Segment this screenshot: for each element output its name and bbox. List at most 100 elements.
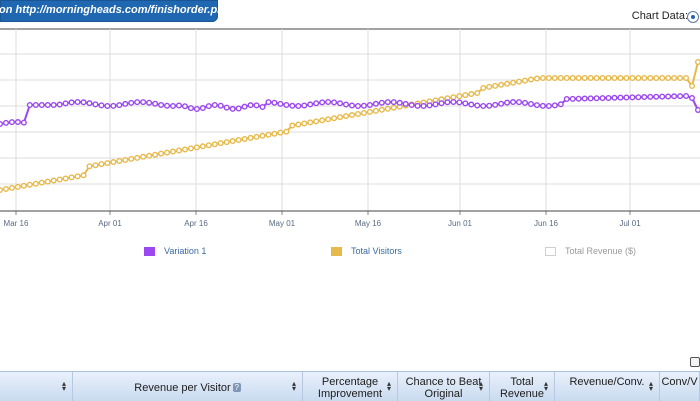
variation-1-point[interactable] [408, 102, 415, 109]
total-visitors-point[interactable] [533, 75, 540, 82]
variation-1-point[interactable] [253, 102, 260, 109]
total-visitors-point[interactable] [158, 150, 165, 157]
total-visitors-point[interactable] [671, 74, 678, 81]
column-header-percentage-improvement[interactable]: Percentage Improvement ▴ ▾ [303, 372, 398, 401]
variation-1-point[interactable] [641, 94, 648, 101]
variation-1-point[interactable] [462, 100, 469, 107]
variation-1-point[interactable] [0, 121, 3, 127]
variation-1-point[interactable] [134, 99, 141, 106]
total-visitors-point[interactable] [557, 74, 564, 81]
total-visitors-point[interactable] [360, 109, 367, 116]
total-visitors-point[interactable] [8, 184, 15, 191]
total-visitors-point[interactable] [527, 76, 534, 83]
total-visitors-point[interactable] [181, 146, 188, 153]
total-visitors-point[interactable] [14, 183, 21, 190]
total-visitors-point[interactable] [295, 121, 302, 128]
variation-1-point[interactable] [211, 102, 218, 109]
variation-1-point[interactable] [62, 100, 69, 107]
variation-1-point[interactable] [623, 94, 630, 101]
variation-1-point[interactable] [343, 101, 350, 108]
variation-1-point[interactable] [474, 102, 481, 109]
total-visitors-point[interactable] [68, 174, 75, 181]
total-visitors-point[interactable] [175, 147, 182, 154]
variation-1-point[interactable] [426, 102, 433, 109]
variation-1-point[interactable] [354, 102, 361, 109]
variation-1-point[interactable] [486, 102, 493, 109]
variation-1-point[interactable] [313, 100, 320, 107]
total-visitors-point[interactable] [0, 187, 3, 193]
variation-1-point[interactable] [110, 102, 117, 109]
variation-1-point[interactable] [516, 99, 523, 106]
total-visitors-point[interactable] [26, 181, 33, 188]
variation-1-point[interactable] [68, 99, 75, 106]
variation-1-point[interactable] [695, 107, 700, 113]
variation-1-point[interactable] [32, 101, 39, 108]
total-visitors-point[interactable] [498, 81, 505, 88]
total-visitors-point[interactable] [20, 182, 27, 189]
sort-icon[interactable]: ▴ ▾ [478, 379, 483, 393]
total-visitors-point[interactable] [134, 154, 141, 161]
column-header-conv-v[interactable]: Conv/V [660, 372, 700, 401]
total-visitors-point[interactable] [271, 130, 278, 137]
variation-1-point[interactable] [659, 93, 666, 100]
legend-item-variation-1[interactable]: Variation 1 [144, 246, 206, 256]
total-visitors-point[interactable] [372, 107, 379, 114]
variation-1-point[interactable] [289, 102, 296, 109]
variation-1-point[interactable] [116, 102, 123, 109]
variation-1-point[interactable] [181, 103, 188, 110]
total-visitors-point[interactable] [539, 74, 546, 81]
variation-1-point[interactable] [438, 100, 445, 107]
total-visitors-point[interactable] [635, 74, 642, 81]
total-visitors-point[interactable] [504, 80, 511, 87]
total-visitors-point[interactable] [283, 128, 290, 135]
variation-1-point[interactable] [378, 99, 385, 106]
variation-1-point[interactable] [307, 101, 314, 108]
total-visitors-point[interactable] [587, 74, 594, 81]
total-visitors-point[interactable] [599, 74, 606, 81]
variation-1-point[interactable] [450, 99, 457, 106]
variation-1-point[interactable] [575, 95, 582, 102]
variation-1-point[interactable] [199, 105, 206, 112]
total-visitors-point[interactable] [354, 110, 361, 117]
variation-1-point[interactable] [325, 99, 332, 106]
total-visitors-point[interactable] [223, 139, 230, 146]
variation-1-point[interactable] [593, 95, 600, 102]
total-visitors-point[interactable] [683, 74, 690, 81]
total-visitors-point[interactable] [170, 148, 177, 155]
total-visitors-point[interactable] [289, 122, 296, 129]
total-visitors-point[interactable] [563, 74, 570, 81]
total-visitors-point[interactable] [695, 59, 700, 65]
total-visitors-point[interactable] [659, 74, 666, 81]
total-visitors-point[interactable] [277, 129, 284, 136]
variation-1-point[interactable] [283, 102, 290, 109]
variation-1-point[interactable] [390, 99, 397, 106]
variation-1-point[interactable] [348, 102, 355, 109]
total-visitors-point[interactable] [152, 151, 159, 158]
total-visitors-point[interactable] [450, 94, 457, 101]
variation-1-point[interactable] [265, 99, 272, 106]
total-visitors-point[interactable] [122, 156, 129, 163]
total-visitors-point[interactable] [325, 116, 332, 123]
total-visitors-point[interactable] [378, 106, 385, 113]
variation-1-point[interactable] [38, 101, 45, 108]
variation-1-point[interactable] [146, 99, 153, 106]
total-visitors-point[interactable] [331, 115, 338, 122]
column-header-name[interactable]: ▴ ▾ [0, 372, 73, 401]
variation-1-point[interactable] [677, 93, 684, 100]
variation-1-point[interactable] [175, 102, 182, 109]
total-visitors-point[interactable] [247, 134, 254, 141]
total-visitors-point[interactable] [480, 84, 487, 91]
total-visitors-point[interactable] [193, 144, 200, 151]
variation-1-point[interactable] [205, 103, 212, 110]
total-visitors-point[interactable] [641, 74, 648, 81]
total-visitors-point[interactable] [80, 172, 87, 179]
variation-1-point[interactable] [665, 93, 672, 100]
total-visitors-point[interactable] [235, 136, 242, 143]
total-visitors-point[interactable] [110, 159, 117, 166]
variation-1-point[interactable] [456, 99, 463, 106]
sort-icon[interactable]: ▴ ▾ [386, 379, 391, 393]
total-visitors-point[interactable] [319, 117, 326, 124]
total-visitors-point[interactable] [492, 82, 499, 89]
variation-1-point[interactable] [563, 95, 570, 102]
total-visitors-point[interactable] [313, 118, 320, 125]
